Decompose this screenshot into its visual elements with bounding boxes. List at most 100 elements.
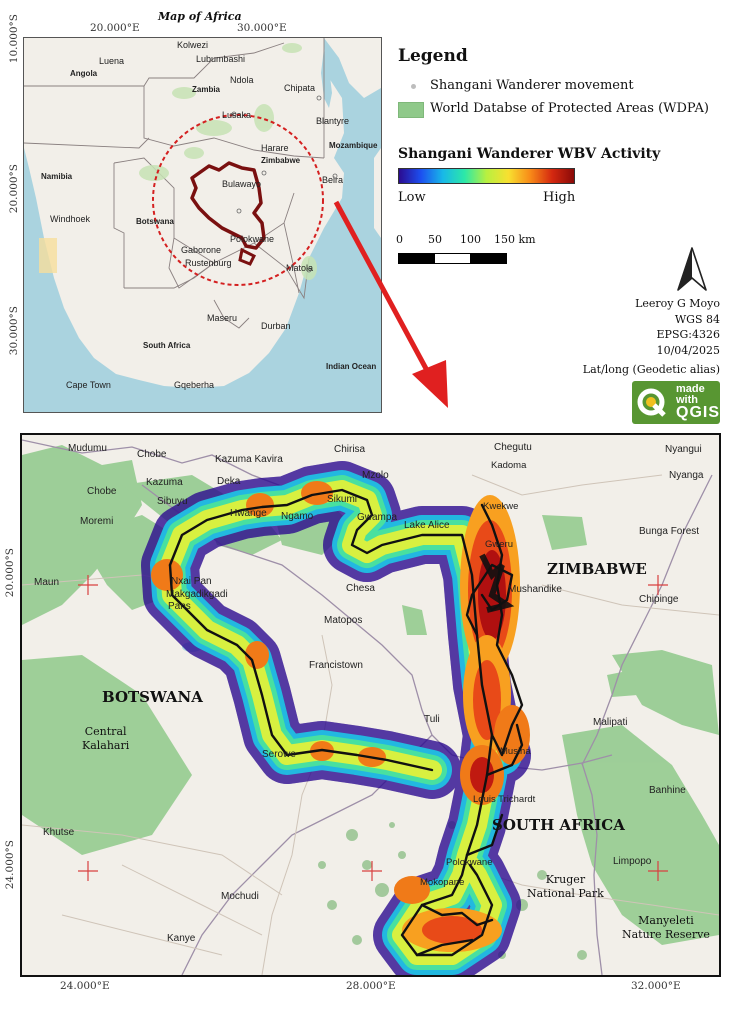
place-mokopane: Mokopane — [420, 877, 465, 888]
inset-label-beira: Beira — [322, 175, 344, 185]
main-coord-24e: 24.000°E — [60, 980, 110, 992]
place-tuli: Tuli — [424, 714, 440, 725]
inset-label-matola: Matola — [286, 263, 314, 273]
country-zimbabwe: ZIMBABWE — [547, 560, 647, 578]
place-kazuma: Kazuma — [146, 477, 183, 488]
inset-label-zimbabwe: Zimbabwe — [261, 156, 301, 165]
inset-label-lusaka: Lusaka — [222, 110, 252, 120]
place-francistown: Francistown — [309, 660, 363, 671]
inset-island — [374, 148, 381, 238]
inset-label-angola: Angola — [70, 69, 98, 78]
place-mushandike: Mushandike — [508, 584, 562, 595]
qgis-badge-with: with — [676, 394, 698, 406]
meta-epsg: EPSG:4326 — [656, 328, 720, 341]
qgis-badge[interactable]: made with QGIS — [632, 381, 720, 424]
place-gwampa: Gwampa — [357, 512, 398, 523]
scale-label-150: 150 km — [494, 233, 536, 246]
inset-map[interactable]: Kolwezi Lubumbashi Luena Angola Ndola Za… — [23, 37, 382, 413]
place-maun: Maun — [34, 577, 60, 588]
inset-label-kolwezi: Kolwezi — [177, 40, 209, 50]
place-kazuma-kavira: Kazuma Kavira — [215, 454, 283, 465]
place-ngamo: Ngamo — [281, 511, 314, 522]
inset-coord-10s: 10.000°S — [8, 14, 20, 64]
inset-label-ndola: Ndola — [230, 75, 254, 85]
place-pans: Pans — [168, 601, 191, 612]
inset-focus-circle — [152, 114, 324, 286]
meta-author: Leeroy G Moyo — [635, 297, 720, 310]
place-chipinge: Chipinge — [639, 594, 679, 605]
place-gweru: Gweru — [485, 539, 513, 550]
main-map[interactable]: Mudumu Chobe Chirisa Chegutu Nyangui Kaz… — [20, 433, 721, 977]
main-coord-24s: 24.000°S — [4, 840, 16, 890]
place-lake-alice: Lake Alice — [404, 520, 450, 531]
wdpa-swatch-icon — [398, 102, 424, 118]
inset-coord-20s: 20.000°S — [8, 164, 20, 214]
scale-label-0: 0 — [396, 233, 403, 246]
inset-label-maseru: Maseru — [207, 313, 238, 323]
activity-high-label: High — [543, 190, 576, 205]
place-nxai-pan: Nxai Pan — [171, 576, 212, 587]
legend-item-movement-label: Shangani Wanderer movement — [430, 78, 634, 93]
place-kwekwe: Kwekwe — [483, 501, 519, 512]
scale-label-50: 50 — [428, 233, 442, 246]
park-kruger: Kruger National Park — [527, 873, 604, 901]
qgis-logo-icon — [637, 388, 666, 417]
inset-label-rustenburg: Rustenburg — [185, 258, 232, 268]
inset-map-graphics — [24, 38, 381, 388]
place-nyanga: Nyanga — [669, 470, 704, 481]
inset-label-south-africa: South Africa — [143, 341, 191, 350]
qgis-badge-made: made — [676, 383, 705, 395]
inset-label-mozambique: Mozambique — [329, 141, 378, 150]
inset-label-windhoek: Windhoek — [50, 214, 91, 224]
place-limpopo: Limpopo — [613, 856, 652, 867]
country-botswana: BOTSWANA — [102, 688, 203, 706]
place-chesa: Chesa — [346, 583, 375, 594]
place-deka: Deka — [217, 476, 241, 487]
park-kruger-label: Kruger National Park — [527, 873, 604, 900]
inset-label-lubumbashi: Lubumbashi — [196, 54, 246, 64]
park-central-kalahari-label: Central Kalahari — [82, 725, 130, 752]
legend-item-wdpa: World Databse of Protected Areas (WDPA) — [398, 99, 728, 119]
main-map-graphics — [22, 439, 719, 975]
activity-low-label: Low — [398, 190, 426, 205]
place-makgadikgadi: Makgadikgadi — [166, 589, 228, 600]
park-manyeleti-label: Manyeleti Nature Reserve — [622, 914, 710, 941]
place-mochudi: Mochudi — [221, 891, 259, 902]
inset-coord-30s: 30.000°S — [8, 306, 20, 356]
activity-colorbar — [398, 168, 575, 184]
meta-datum: WGS 84 — [674, 312, 720, 326]
place-mzolo: Mzolo — [362, 470, 389, 481]
place-sibuyu: Sibuyu — [157, 496, 188, 507]
place-moremi: Moremi — [80, 516, 114, 527]
inset-label-botswana: Botswana — [136, 217, 174, 226]
map-metadata: Leeroy G Moyo WGS 84 EPSG:4326 10/04/202… — [583, 296, 720, 378]
movement-dot-icon — [411, 84, 416, 89]
place-sikumi: Sikumi — [327, 494, 358, 505]
inset-label-cape-town: Cape Town — [66, 380, 111, 390]
main-coord-20s: 20.000°S — [4, 548, 16, 598]
inset-label-harare: Harare — [261, 143, 289, 153]
legend-item-movement: Shangani Wanderer movement — [398, 76, 718, 96]
place-chegutu: Chegutu — [494, 442, 532, 453]
inset-label-gqeberha: Gqeberha — [174, 380, 215, 390]
park-central-kalahari: Central Kalahari — [82, 725, 129, 753]
place-chobe-1: Chobe — [137, 449, 167, 460]
inset-label-zambia: Zambia — [192, 85, 221, 94]
scale-bar — [398, 253, 507, 264]
inset-track — [190, 161, 266, 250]
inset-label-bulawayo: Bulawayo — [222, 179, 262, 189]
place-mudumu: Mudumu — [68, 443, 107, 454]
place-hwange: Hwange — [230, 508, 267, 519]
inset-coord-20e: 20.000°E — [90, 22, 140, 34]
place-matopos: Matopos — [324, 615, 363, 626]
inset-label-indian-ocean: Indian Ocean — [326, 362, 377, 371]
zoom-arrow-icon — [333, 200, 448, 408]
inset-label-durban: Durban — [261, 321, 291, 331]
inset-title: Map of Africa — [158, 10, 242, 23]
inset-label-polokwane: Polokwane — [230, 234, 275, 244]
main-coord-32e: 32.000°E — [631, 980, 681, 992]
place-chirisa: Chirisa — [334, 444, 366, 455]
main-coord-28e: 28.000°E — [346, 980, 396, 992]
qgis-badge-qgis: QGIS — [676, 404, 721, 421]
place-kanye: Kanye — [167, 933, 196, 944]
